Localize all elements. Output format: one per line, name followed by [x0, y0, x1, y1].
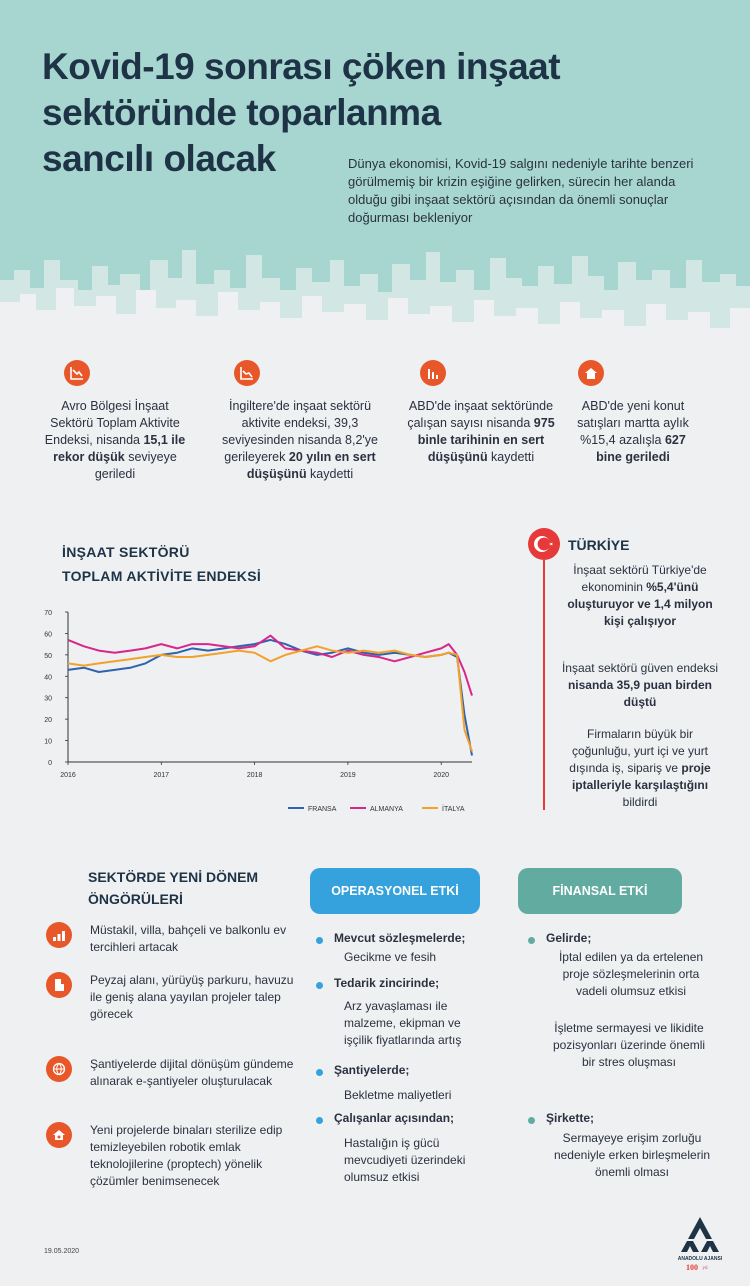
- smart-home-icon: [46, 1122, 72, 1148]
- turkey-heading: TÜRKİYE: [568, 537, 630, 553]
- stat-us-housing: ABD'de yeni konut satışları martta aylık…: [570, 360, 696, 466]
- predictions-title: SEKTÖRDE YENİ DÖNEM ÖNGÖRÜLERİ: [88, 866, 258, 910]
- prediction-text: Yeni projelerde binaları sterilize edip …: [90, 1123, 283, 1188]
- svg-text:100: 100: [686, 1263, 698, 1272]
- x-tick-label: 2017: [154, 772, 170, 779]
- page-title: Kovid-19 sonrası çöken inşaat sektöründe…: [42, 44, 662, 182]
- operational-head: Çalışanlar açısından;: [334, 1111, 455, 1125]
- chart-title-line-2: TOPLAM AKTİVİTE ENDEKSİ: [62, 568, 262, 584]
- x-tick-label: 2018: [247, 772, 263, 779]
- predictions-title-line-1: SEKTÖRDE YENİ DÖNEM: [88, 869, 259, 885]
- turkey-paragraph-1: İnşaat sektörü Türkiye'de ekonominin %5,…: [567, 563, 713, 628]
- chart-down-icon: [420, 360, 446, 386]
- x-tick-label: 2016: [60, 772, 76, 779]
- legend-label: İTALYA: [442, 804, 465, 813]
- financial-body: İptal edilen ya da ertelenen proje sözle…: [558, 950, 704, 998]
- stat-text: ABD'de yeni konut satışları martta aylık…: [577, 399, 689, 464]
- predictions-title-line-2: ÖNGÖRÜLERİ: [88, 891, 183, 907]
- stat-eurozone: Avro Bölgesi İnşaat Sektörü Toplam Aktiv…: [40, 360, 190, 483]
- prediction-text: Müstakil, villa, bahçeli ve balkonlu ev …: [90, 923, 287, 954]
- operational-body: Arz yavaşlaması ile malzeme, ekipman ve …: [344, 999, 462, 1047]
- legend-label: ALMANYA: [370, 806, 403, 813]
- house-icon: [578, 360, 604, 386]
- y-tick-label: 50: [44, 653, 52, 660]
- bullet-dot: [316, 1069, 323, 1076]
- y-tick-label: 20: [44, 717, 52, 724]
- bullet-dot: [528, 937, 535, 944]
- stat-us-employment: ABD'de inşaat sektöründe çalışan sayısı …: [396, 360, 566, 466]
- header-banner: Kovid-19 sonrası çöken inşaat sektöründe…: [0, 0, 750, 340]
- prediction-item: Peyzaj alanı, yürüyüş parkuru, havuzu il…: [46, 972, 306, 1023]
- bullet-dot: [316, 1117, 323, 1124]
- building-icon: [46, 972, 72, 998]
- operational-head: Mevcut sözleşmelerde;: [334, 931, 466, 945]
- prediction-item: Müstakil, villa, bahçeli ve balkonlu ev …: [46, 922, 306, 956]
- operational-effect-label: OPERASYONEL ETKİ: [310, 868, 480, 914]
- chart-title: İNŞAAT SEKTÖRÜ TOPLAM AKTİVİTE ENDEKSİ: [62, 540, 261, 588]
- financial-effect-label: FİNANSAL ETKİ: [518, 868, 682, 914]
- prediction-text: Şantiyelerde dijital dönüşüm gündeme alı…: [90, 1057, 294, 1088]
- svg-text:ANADOLU AJANSI: ANADOLU AJANSI: [678, 1256, 723, 1262]
- financial-body: İşletme sermayesi ve likidite pozisyonla…: [552, 1021, 706, 1069]
- stat-text: İngiltere'de inşaat sektörü aktivite end…: [222, 399, 378, 481]
- city-skyline-illustration: [0, 250, 750, 340]
- financial-head: Şirkette;: [546, 1111, 595, 1125]
- financial-head: Gelirde;: [546, 931, 592, 945]
- legend-label: FRANSA: [308, 806, 337, 813]
- chart-down-icon: [234, 360, 260, 386]
- y-tick-label: 0: [48, 760, 52, 767]
- chart-title-line-1: İNŞAAT SEKTÖRÜ: [62, 544, 190, 560]
- y-tick-label: 10: [44, 739, 52, 746]
- prediction-item: Şantiyelerde dijital dönüşüm gündeme alı…: [46, 1056, 306, 1090]
- x-tick-label: 2020: [433, 772, 449, 779]
- stat-text: Avro Bölgesi İnşaat Sektörü Toplam Aktiv…: [44, 399, 186, 481]
- title-line-3: sancılı olacak: [42, 138, 276, 179]
- turkey-paragraph-2: İnşaat sektörü güven endeksi nisanda 35,…: [561, 661, 719, 709]
- turkey-divider-line: [543, 560, 545, 810]
- activity-index-chart: 0 10 20 30 40 50 60 70 2016 2017 2018 2019 2020 FRANS…: [44, 610, 473, 813]
- chart-down-icon: [64, 360, 90, 386]
- y-tick-label: 70: [44, 610, 52, 617]
- stat-text: ABD'de inşaat sektöründe çalışan sayısı …: [407, 399, 555, 464]
- title-line-2: sektöründe toparlanma: [42, 92, 441, 133]
- bullet-dot: [316, 982, 323, 989]
- x-tick-label: 2019: [340, 772, 356, 779]
- bullet-dot: [528, 1117, 535, 1124]
- growth-chart-icon: [46, 922, 72, 948]
- y-tick-label: 60: [44, 631, 52, 638]
- turkey-paragraph-3: Firmaların büyük bir çoğunluğu, yurt içi…: [569, 727, 711, 809]
- lede-text: Dünya ekonomisi, Kovid-19 salgını nedeni…: [348, 156, 694, 225]
- date-label: 19.05.2020: [44, 1248, 80, 1255]
- title-line-1: Kovid-19 sonrası çöken inşaat: [42, 46, 561, 87]
- svg-text:yıl: yıl: [702, 1266, 708, 1271]
- turkey-flag-icon: [528, 528, 560, 560]
- prediction-text: Peyzaj alanı, yürüyüş parkuru, havuzu il…: [90, 973, 294, 1021]
- prediction-item: Yeni projelerde binaları sterilize edip …: [46, 1122, 306, 1190]
- globe-network-icon: [46, 1056, 72, 1082]
- series-line-i̇talya: [67, 645, 473, 752]
- bullet-dot: [316, 937, 323, 944]
- operational-body: Bekletme maliyetleri: [344, 1088, 452, 1102]
- stat-uk: İngiltere'de inşaat sektörü aktivite end…: [220, 360, 380, 483]
- operational-body: Hastalığın iş gücü mevcudiyeti üzerindek…: [344, 1136, 466, 1184]
- operational-body: Gecikme ve fesih: [344, 950, 437, 964]
- y-tick-label: 40: [44, 674, 52, 681]
- operational-head: Tedarik zincirinde;: [334, 976, 440, 990]
- y-tick-label: 30: [44, 696, 52, 703]
- financial-body: Sermayeye erişim zorluğu nedeniyle erken…: [553, 1131, 711, 1179]
- anadolu-agency-logo: ANADOLU AJANSI 100 yıl: [678, 1217, 723, 1272]
- operational-head: Şantiyelerde;: [334, 1063, 410, 1077]
- series-line-almanya: [67, 634, 473, 696]
